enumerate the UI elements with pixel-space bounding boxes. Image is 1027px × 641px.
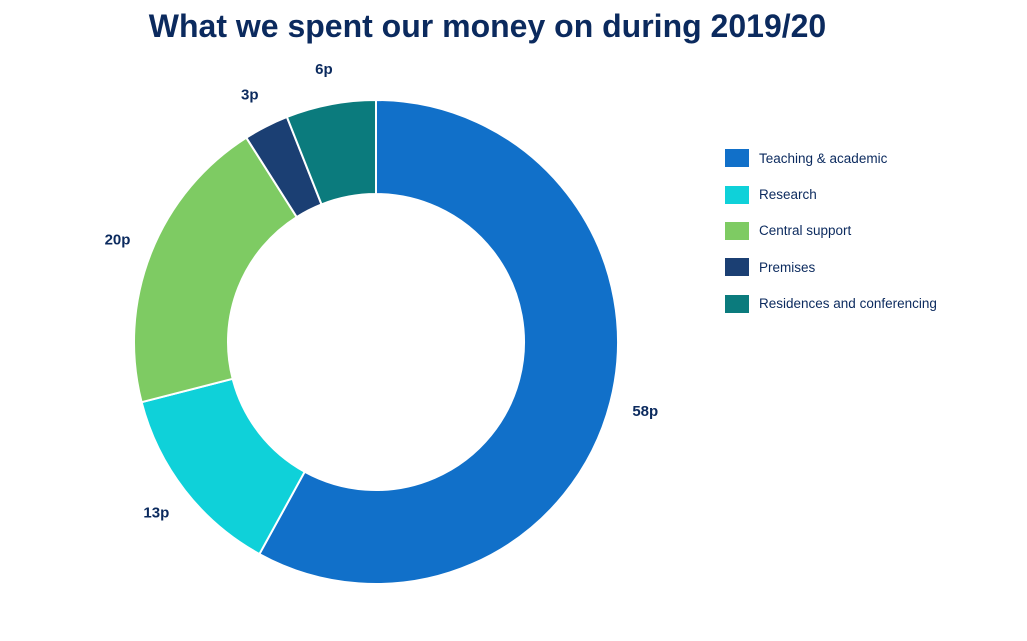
legend-label: Residences and conferencing [759,296,937,312]
slice-teaching-and-academic [258,98,619,585]
legend-swatch [725,258,749,277]
legend-item-central-support: Central support [725,213,937,249]
slices-group [133,98,619,585]
data-label-research: 13p [143,504,169,521]
legend: Teaching & academic Research Central suppo… [725,140,937,322]
legend-label: Teaching & academic [759,150,888,166]
chart-title: What we spent our money on during 2019/2… [148,8,827,44]
data-label-central-support: 20p [105,232,131,249]
data-label-teaching-and-academic: 58p [632,403,658,420]
legend-label: Premises [759,259,816,275]
slice-central-support [133,136,299,404]
data-label-premises: 3p [241,86,259,103]
legend-swatch [725,294,749,313]
legend-item-teaching-and-academic: Teaching & academic [725,140,937,176]
legend-label: Research [759,187,817,203]
legend-swatch [725,221,749,240]
legend-swatch [725,149,749,168]
legend-item-premises: Premises [725,249,937,285]
slice-labels-group: 58p 13p 20p 3p 6p [105,61,659,521]
data-label-residences-and-conferencing: 6p [315,61,333,78]
legend-label: Central support [759,223,852,239]
legend-item-residences-and-conferencing: Residences and conferencing [725,286,937,322]
legend-swatch [725,185,749,204]
slice-residences-and-conferencing [285,98,377,206]
legend-item-research: Research [725,176,937,212]
